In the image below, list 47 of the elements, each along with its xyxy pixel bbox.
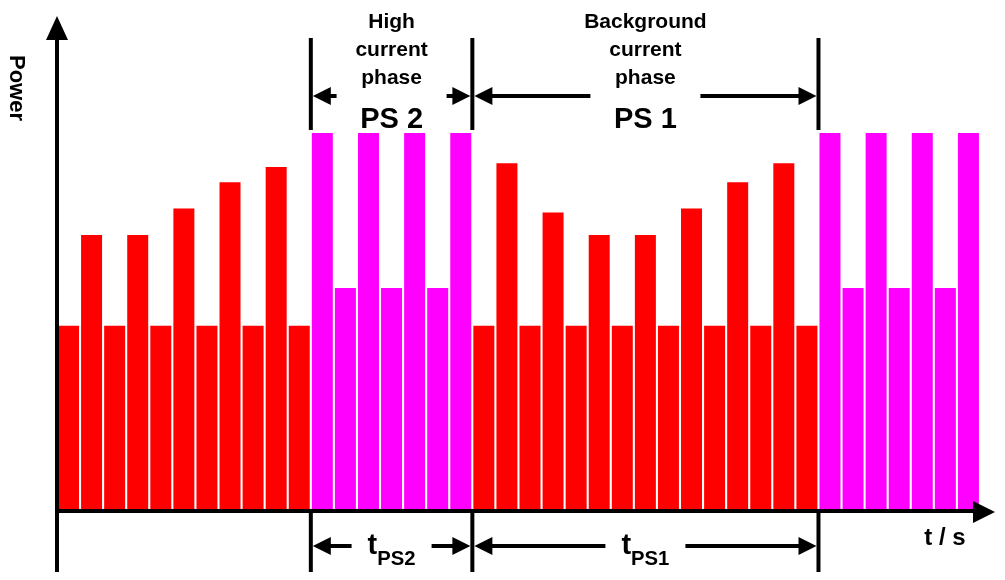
bar bbox=[542, 212, 564, 511]
bar bbox=[427, 287, 449, 511]
bar bbox=[450, 133, 472, 511]
bar bbox=[357, 133, 379, 511]
bar bbox=[196, 325, 218, 511]
text: High current phase bbox=[355, 9, 428, 88]
bar bbox=[681, 208, 703, 511]
bar bbox=[104, 325, 126, 511]
y-axis-title: Power bbox=[5, 54, 30, 122]
bar bbox=[150, 325, 172, 511]
bar bbox=[334, 287, 356, 511]
bar bbox=[957, 133, 979, 511]
bar bbox=[911, 133, 933, 511]
bar bbox=[242, 325, 264, 511]
bar bbox=[611, 325, 633, 511]
bar bbox=[773, 163, 795, 511]
bar bbox=[565, 325, 587, 511]
bar bbox=[750, 325, 772, 511]
bar bbox=[865, 133, 887, 511]
bar bbox=[888, 287, 910, 511]
bar bbox=[819, 133, 841, 511]
bar bbox=[519, 325, 541, 511]
bar bbox=[496, 163, 518, 511]
text: t$_{PS2}$ bbox=[367, 528, 416, 569]
bar bbox=[657, 325, 679, 511]
bar bbox=[473, 325, 495, 511]
bar bbox=[127, 235, 149, 511]
text: t$_{PS1}$ bbox=[621, 528, 670, 569]
bar bbox=[934, 287, 956, 511]
bar bbox=[404, 133, 426, 511]
bar bbox=[381, 287, 403, 511]
bar bbox=[588, 235, 610, 511]
text: Background current phase bbox=[584, 9, 707, 88]
bar bbox=[634, 235, 656, 511]
bar bbox=[727, 182, 749, 511]
bar bbox=[219, 182, 241, 511]
x-axis-title: t / s bbox=[924, 523, 966, 550]
bar bbox=[796, 325, 818, 511]
annotation: PS 2 bbox=[360, 102, 424, 134]
bar bbox=[842, 287, 864, 511]
bar bbox=[288, 325, 310, 511]
bar bbox=[311, 133, 333, 511]
bar bbox=[704, 325, 726, 511]
annotation: PS 1 bbox=[613, 102, 677, 134]
bar bbox=[173, 208, 195, 511]
bar bbox=[81, 235, 103, 511]
bar bbox=[265, 167, 287, 511]
